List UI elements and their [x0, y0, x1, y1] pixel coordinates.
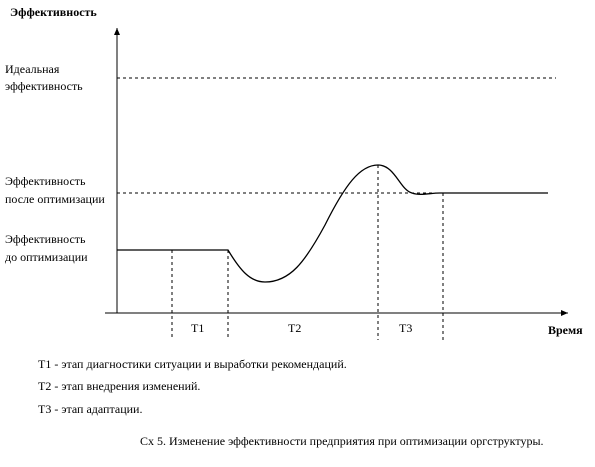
level-label: Эффективность	[5, 174, 86, 188]
level-label: Эффективность	[5, 232, 86, 246]
period-label: T1	[191, 321, 204, 335]
legend-entry: T2 - этап внедрения изменений.	[38, 379, 200, 393]
y-axis-label: Эффективность	[10, 5, 97, 19]
level-label: после оптимизации	[5, 192, 105, 206]
level-label: до оптимизации	[5, 250, 88, 264]
period-label: T3	[399, 321, 412, 335]
legend-entry: T3 - этап адаптации.	[38, 402, 142, 416]
legend-entry: T1 - этап диагностики ситуации и выработ…	[38, 357, 347, 371]
period-label: T2	[288, 321, 301, 335]
level-label: эффективность	[5, 79, 83, 93]
level-label: Идеальная	[5, 62, 60, 76]
caption: Сх 5. Изменение эффективности предприяти…	[140, 434, 544, 448]
efficiency-curve	[117, 164, 548, 283]
x-axis-label: Время	[548, 323, 583, 337]
